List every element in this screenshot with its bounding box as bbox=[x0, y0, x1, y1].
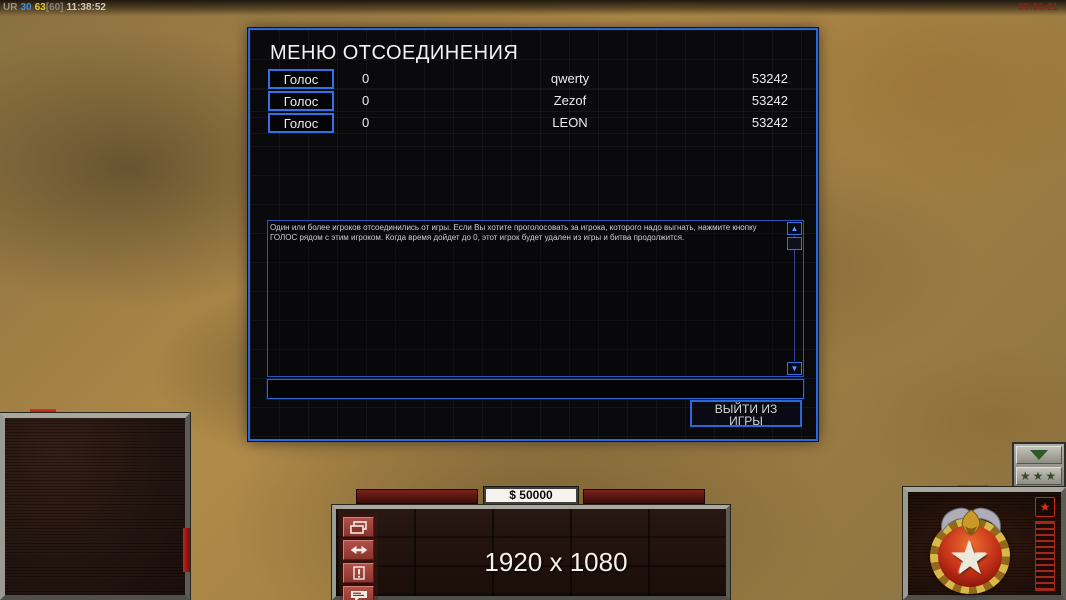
player-timeout: 53242 bbox=[751, 71, 788, 86]
status-fps: 30 bbox=[20, 2, 32, 13]
match-timer: 00:00:01 bbox=[1017, 2, 1058, 13]
radar-red-trim bbox=[30, 409, 56, 415]
alert-button[interactable] bbox=[343, 563, 374, 583]
message-box: Один или более игроков отсоединились от … bbox=[267, 220, 804, 377]
general-stars-button[interactable]: ★★★ bbox=[1016, 467, 1062, 485]
vote-count: 0 bbox=[362, 71, 370, 86]
dialog-title: МЕНЮ ОТСОЕДИНЕНИЯ bbox=[270, 42, 519, 64]
exit-game-button[interactable]: ВЫЙТИ ИЗ ИГРЫ bbox=[690, 400, 802, 427]
radar-minimap[interactable] bbox=[0, 413, 190, 600]
vote-button[interactable]: Голос bbox=[268, 91, 334, 111]
chat-input[interactable] bbox=[267, 379, 804, 399]
rank-panel: ★★★ bbox=[1012, 442, 1066, 488]
player-timeout: 53242 bbox=[751, 93, 788, 108]
money-display: $ 50000 bbox=[483, 486, 579, 505]
exit-button-label-line1: ВЫЙТИ ИЗ bbox=[714, 402, 778, 416]
faction-emblem-panel: ★ ★ bbox=[903, 487, 1066, 600]
status-limit: 63 bbox=[34, 2, 46, 13]
collapse-button[interactable] bbox=[1016, 446, 1062, 464]
scroll-track[interactable] bbox=[794, 236, 795, 361]
command-bar: 1920 x 1080 bbox=[332, 505, 730, 600]
billboard-icon bbox=[350, 590, 368, 600]
message-text: Один или более игроков отсоединились от … bbox=[270, 223, 757, 242]
command-bar-top-trim-left bbox=[356, 489, 478, 504]
player-timeout: 53242 bbox=[751, 115, 788, 130]
exclamation-icon bbox=[352, 566, 365, 580]
dragon-icon bbox=[936, 502, 1006, 543]
vote-button[interactable]: Голос bbox=[268, 113, 334, 133]
experience-meter bbox=[1035, 521, 1055, 591]
player-row: Голос 0 qwerty 53242 bbox=[250, 68, 816, 90]
down-arrow-icon bbox=[1030, 450, 1048, 460]
exit-button-label-line2: ИГРЫ bbox=[729, 414, 763, 428]
stars-icon: ★★★ bbox=[1019, 469, 1059, 483]
vote-count: 0 bbox=[362, 93, 370, 108]
player-row: Голос 0 LEON 53242 bbox=[250, 112, 816, 134]
down-arrow-icon: ▼ bbox=[790, 364, 799, 373]
player-name: Zezof bbox=[553, 93, 587, 108]
vote-button[interactable]: Голос bbox=[268, 69, 334, 89]
radar-red-trim-right bbox=[183, 528, 190, 572]
status-clock: 11:38:52 bbox=[66, 2, 106, 13]
resolution-label: 1920 x 1080 bbox=[484, 547, 628, 577]
rank-star-badge: ★ bbox=[1035, 497, 1055, 517]
white-star-icon: ★ bbox=[949, 532, 991, 584]
wrench-icon bbox=[349, 544, 369, 556]
scroll-up-button[interactable]: ▲ bbox=[787, 222, 802, 235]
money-value: $ 50000 bbox=[486, 489, 576, 502]
china-faction-emblem: ★ bbox=[926, 507, 1018, 594]
status-prefix: UR bbox=[3, 2, 18, 13]
player-name: LEON bbox=[552, 115, 588, 130]
scroll-thumb[interactable] bbox=[787, 237, 802, 250]
rank-star-icon: ★ bbox=[1039, 500, 1051, 514]
scrollbar: ▲ ▼ bbox=[787, 222, 802, 375]
command-bar-top-trim-right bbox=[583, 489, 705, 504]
player-row: Голос 0 Zezof 53242 bbox=[250, 90, 816, 112]
scroll-down-button[interactable]: ▼ bbox=[787, 362, 802, 375]
up-arrow-icon: ▲ bbox=[790, 224, 799, 233]
fps-status: UR 30 63[60] 11:38:52 bbox=[3, 2, 109, 13]
tools-button[interactable] bbox=[343, 540, 374, 560]
vote-count: 0 bbox=[362, 115, 370, 130]
player-name: qwerty bbox=[550, 71, 590, 86]
emblem-core: ★ bbox=[938, 525, 1002, 587]
options-button[interactable] bbox=[343, 517, 374, 537]
disconnect-menu-dialog: МЕНЮ ОТСОЕДИНЕНИЯ Голос 0 qwerty 53242 Г… bbox=[248, 28, 818, 441]
status-cap: [60] bbox=[45, 2, 64, 13]
window-stack-icon bbox=[349, 520, 368, 534]
sign-button[interactable] bbox=[343, 586, 374, 600]
